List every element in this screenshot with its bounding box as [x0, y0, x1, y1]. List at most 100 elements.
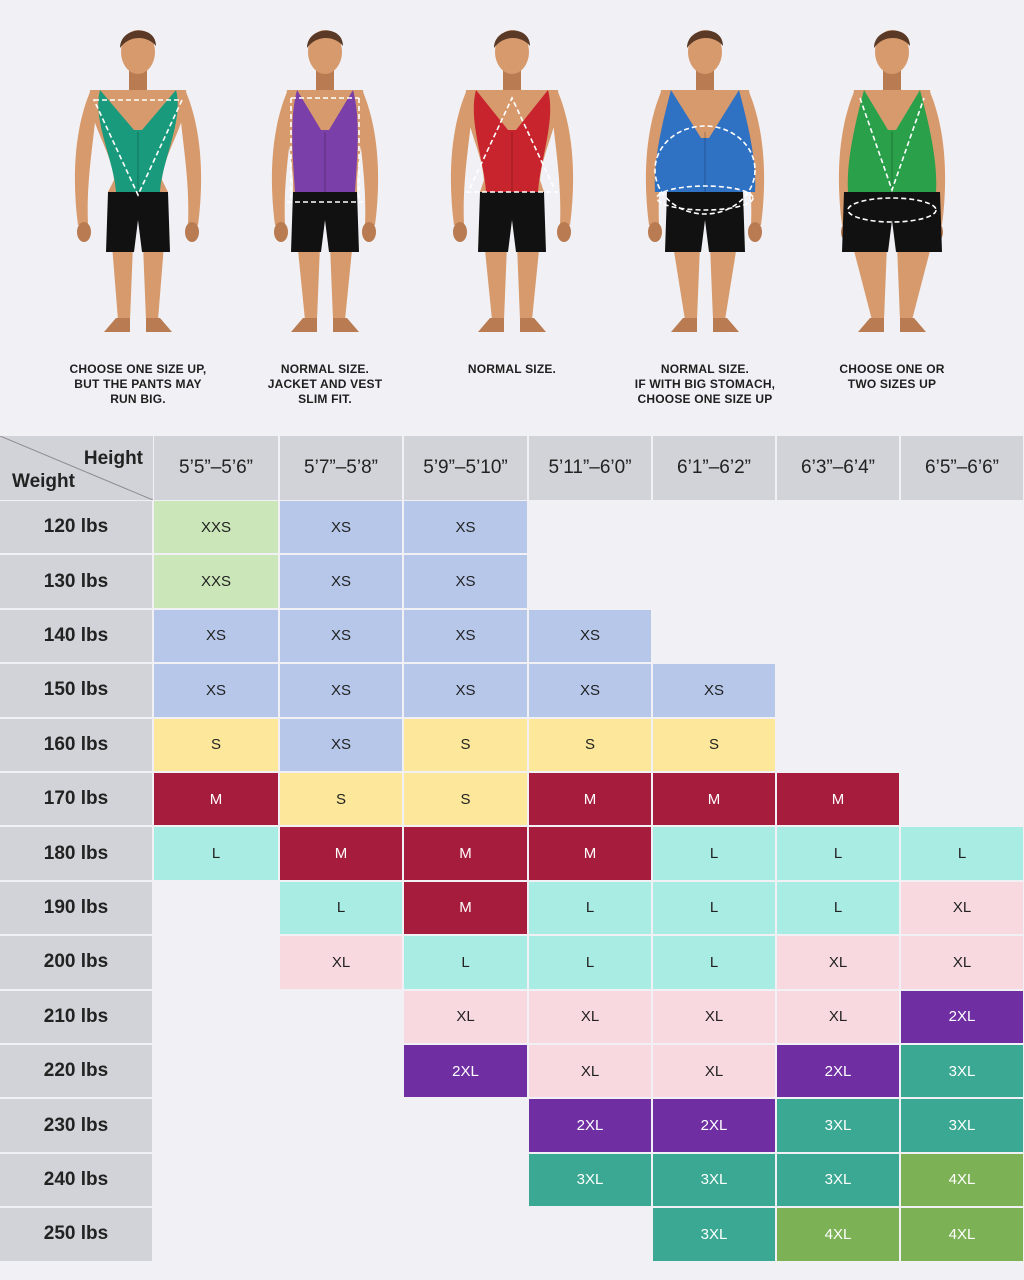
empty-cell — [777, 609, 899, 663]
size-cell: L — [901, 827, 1023, 880]
size-cell: XS — [653, 664, 775, 717]
table-corner-header: Height Weight — [0, 436, 153, 500]
weight-row-header: 130 lbs — [0, 555, 152, 608]
figure-caption: NORMAL SIZE. IF WITH BIG STOMACH, CHOOSE… — [634, 362, 776, 406]
size-cell: L — [653, 881, 775, 935]
size-cell: XL — [901, 881, 1023, 935]
body-figure-inverted-triangle — [43, 20, 233, 350]
size-cell: 4XL — [901, 1153, 1023, 1207]
body-figure-svg — [645, 30, 765, 332]
size-cell: L — [653, 936, 775, 989]
empty-cell — [404, 1153, 527, 1207]
size-cell: 3XL — [901, 1045, 1023, 1098]
empty-cell — [154, 1045, 278, 1098]
corner-diagonal-line — [0, 436, 153, 500]
weight-row-header: 250 lbs — [0, 1208, 152, 1261]
size-cell: L — [777, 827, 899, 880]
size-cell: 3XL — [777, 1099, 899, 1152]
size-cell: XS — [280, 501, 402, 554]
empty-cell — [529, 501, 651, 554]
empty-cell — [529, 1208, 651, 1261]
size-cell: XS — [280, 718, 402, 771]
size-cell: 2XL — [653, 1099, 775, 1152]
weight-row-header: 150 lbs — [0, 664, 152, 717]
body-figure-svg — [271, 30, 379, 332]
size-cell: M — [404, 881, 527, 935]
size-cell: 3XL — [653, 1208, 775, 1261]
size-cell: M — [280, 827, 402, 880]
weight-row-header: 180 lbs — [0, 827, 152, 880]
size-cell: XL — [653, 1045, 775, 1098]
empty-cell — [901, 718, 1023, 771]
empty-cell — [280, 1208, 402, 1261]
size-cell: XS — [404, 501, 527, 554]
empty-cell — [404, 1099, 527, 1152]
size-cell: L — [777, 881, 899, 935]
size-cell: M — [529, 827, 651, 880]
size-cell: XL — [653, 990, 775, 1043]
empty-cell — [154, 1099, 278, 1152]
empty-cell — [653, 501, 775, 554]
empty-cell — [901, 609, 1023, 663]
size-cell: XL — [404, 990, 527, 1043]
height-axis-label: Height — [83, 448, 143, 469]
empty-cell — [777, 664, 899, 717]
size-cell: XS — [280, 609, 402, 663]
empty-cell — [901, 555, 1023, 608]
weight-row-header: 220 lbs — [0, 1045, 152, 1098]
empty-cell — [653, 609, 775, 663]
size-cell: M — [777, 773, 899, 826]
empty-cell — [280, 1153, 402, 1207]
empty-cell — [529, 555, 651, 608]
size-cell: 3XL — [653, 1153, 775, 1207]
body-figure-svg — [74, 30, 202, 332]
height-column-header: 5’11”–6’0” — [529, 436, 651, 500]
size-cell: 3XL — [777, 1153, 899, 1207]
size-cell: 3XL — [529, 1153, 651, 1207]
figure-caption: NORMAL SIZE. — [467, 362, 557, 376]
weight-row-header: 200 lbs — [0, 936, 152, 989]
size-cell: S — [404, 718, 527, 771]
size-cell: L — [653, 827, 775, 880]
weight-row-header: 140 lbs — [0, 609, 152, 663]
size-cell: M — [404, 827, 527, 880]
body-figure-svg — [450, 30, 574, 332]
height-column-header: 6’1”–6’2” — [653, 436, 775, 500]
size-cell: XS — [404, 664, 527, 717]
size-cell: XS — [154, 609, 278, 663]
body-figure-rectangle — [230, 20, 420, 350]
size-cell: S — [653, 718, 775, 771]
empty-cell — [653, 555, 775, 608]
size-cell: 2XL — [901, 990, 1023, 1043]
empty-cell — [901, 501, 1023, 554]
size-cell: 2XL — [404, 1045, 527, 1098]
body-figure-athletic — [417, 20, 607, 350]
weight-axis-label: Weight — [12, 471, 75, 492]
empty-cell — [154, 990, 278, 1043]
size-cell: XL — [529, 1045, 651, 1098]
size-cell: XS — [154, 664, 278, 717]
size-cell: 4XL — [901, 1208, 1023, 1261]
size-cell: XL — [280, 936, 402, 989]
size-cell: L — [404, 936, 527, 989]
size-cell: XXS — [154, 555, 278, 608]
empty-cell — [280, 990, 402, 1043]
empty-cell — [901, 773, 1023, 826]
size-cell: S — [280, 773, 402, 826]
empty-cell — [280, 1045, 402, 1098]
figure-caption: CHOOSE ONE SIZE UP, BUT THE PANTS MAY RU… — [69, 362, 207, 406]
empty-cell — [901, 664, 1023, 717]
size-cell: XS — [280, 664, 402, 717]
weight-row-header: 160 lbs — [0, 718, 152, 771]
height-column-header: 5’7”–5’8” — [280, 436, 402, 500]
size-cell: M — [154, 773, 278, 826]
weight-row-header: 170 lbs — [0, 773, 152, 826]
size-cell: S — [529, 718, 651, 771]
body-figure-svg — [838, 30, 946, 332]
empty-cell — [154, 881, 278, 935]
weight-row-header: 190 lbs — [0, 881, 152, 935]
weight-row-header: 230 lbs — [0, 1099, 152, 1152]
empty-cell — [777, 501, 899, 554]
empty-cell — [154, 1208, 278, 1261]
size-cell: XS — [404, 555, 527, 608]
